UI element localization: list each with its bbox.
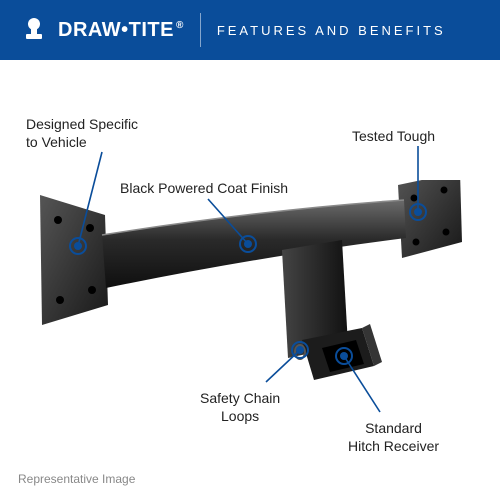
brand-text: DRAW•TITE [58, 19, 174, 41]
callout-text: Safety Chain [200, 390, 280, 408]
callout-receiver: Standard Hitch Receiver [348, 420, 439, 455]
cross-bar [102, 200, 406, 288]
callout-text: Standard [348, 420, 439, 438]
callout-text: Hitch Receiver [348, 438, 439, 456]
callout-designed: Designed Specific to Vehicle [26, 116, 138, 151]
header-bar: DRAW•TITE® FEATURES AND BENEFITS [0, 0, 500, 60]
left-plate [40, 195, 108, 325]
callout-text: Designed Specific [26, 116, 138, 134]
callout-text: to Vehicle [26, 134, 138, 152]
callout-text: Tested Tough [352, 128, 435, 146]
brand-name: DRAW•TITE® [58, 19, 184, 42]
callout-text: Black Powered Coat Finish [120, 180, 288, 198]
right-plate [398, 180, 462, 258]
diagram-stage: Designed Specific to Vehicle Black Power… [0, 60, 500, 500]
hitch-ball-icon [18, 14, 50, 46]
callout-text: Loops [200, 408, 280, 426]
registered-mark: ® [176, 20, 184, 31]
hitch-illustration [30, 180, 470, 400]
callout-tested: Tested Tough [352, 128, 435, 146]
callout-finish: Black Powered Coat Finish [120, 180, 288, 198]
footnote: Representative Image [18, 472, 135, 486]
header-divider [200, 13, 201, 47]
header-tagline: FEATURES AND BENEFITS [217, 23, 446, 38]
brand-logo: DRAW•TITE® [18, 14, 184, 46]
callout-loops: Safety Chain Loops [200, 390, 280, 425]
